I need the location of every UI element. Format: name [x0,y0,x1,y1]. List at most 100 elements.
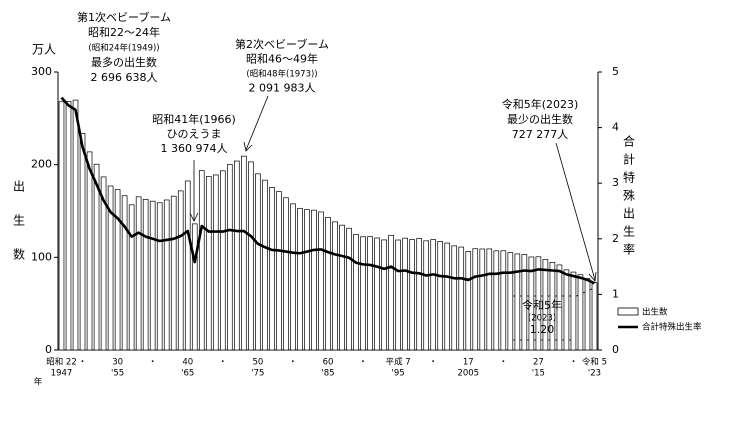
bar [486,248,493,351]
bar [304,209,310,351]
x-era-label: 60 [323,358,334,368]
bar [135,196,142,351]
bar [577,274,584,351]
annotation: 昭和41年(1966) [152,112,236,126]
bar [234,160,240,351]
x-era-label: 昭和 22 [46,358,77,368]
x-era-label: 40 [182,358,193,368]
y2-tick-label: 0 [612,343,619,356]
bar [227,164,233,351]
bar [114,189,121,351]
bar [86,151,93,351]
annotation: 最少の出生数 [507,112,573,126]
annotation: (2023) [528,314,556,324]
bar [563,269,570,351]
annotation: 1.20 [530,323,555,336]
bar [402,237,408,351]
y-tick-label: 100 [31,250,52,263]
y2-tick-label: 2 [612,232,619,245]
bar [65,101,72,351]
annotation: 昭和22～24年 [88,25,160,39]
bar [458,246,465,351]
bar [430,239,436,351]
bar [262,179,268,351]
bar [360,236,366,351]
bar [437,241,444,351]
bar [72,99,79,351]
annotation: 令和5年(2023) [502,97,579,111]
bar [220,170,226,351]
annotation: 1 360 974人 [161,142,228,155]
y2-tick-label: 4 [612,121,619,134]
x-era-label: 令和 5 [582,357,607,368]
x-era-label: 17 [463,358,474,368]
annotation: 昭和46～49年 [246,52,318,66]
bar [276,191,282,351]
bar [388,234,394,351]
x-tick-label: '95 [392,369,405,379]
bar [255,173,261,351]
bar [346,227,352,351]
bar [100,176,107,351]
bar [472,248,479,351]
annotation: 最多の出生数 [91,55,157,69]
bar [367,236,373,351]
x-era-label: 平成 7 [386,357,411,368]
bar [409,239,415,351]
y2-label: 合計特殊出生率 [622,134,636,261]
bar [121,195,128,351]
x-tick-label: 1947 [51,369,73,379]
bar [248,161,254,351]
annotation: ひのえうま [167,128,222,141]
bar [381,239,387,351]
x-era-label: ・ [359,358,368,368]
bar [241,155,247,351]
bar [353,234,359,351]
x-era-label: ・ [429,358,438,368]
bar [479,248,486,351]
bar [584,278,591,351]
x-tick-label: '65 [181,369,194,379]
bar [542,259,549,351]
x-tick-label: '75 [251,369,264,379]
x-era-label: 30 [112,358,123,368]
bar [184,180,191,351]
x-tick-label: '55 [111,369,124,379]
bar [528,256,535,351]
bar [507,252,514,351]
x-tick-label: '23 [588,369,601,379]
y2-tick-label: 5 [612,65,619,78]
bar [423,240,429,351]
x-era-label: 50 [252,358,263,368]
bar [149,200,156,351]
bar [177,190,184,351]
annotation: 2 696 638人 [91,71,158,84]
bar [198,170,205,351]
bar [318,211,324,351]
bar [205,176,212,351]
bar [325,216,331,351]
x-era-label: ・ [289,358,298,368]
bar [556,264,563,351]
bar [163,199,170,351]
y2-tick-label: 1 [612,287,619,300]
x-era-label: ・ [148,358,157,368]
y-label: 出生数 [12,180,26,282]
bar [514,253,521,351]
y-tick-label: 0 [45,343,52,356]
bar [93,163,100,351]
bar [416,238,422,351]
bar [451,245,458,351]
x-era-label: 27 [533,358,544,368]
bar [493,250,500,351]
bar [297,207,303,351]
annotation: 2 091 983人 [249,82,316,95]
bar [549,261,556,351]
bar [79,132,86,351]
x-era-label: ・ [78,358,87,368]
x-tick-label: '85 [321,369,334,379]
y-tick-label: 200 [31,158,52,171]
bar [332,221,338,351]
legend-swatch [617,307,639,316]
